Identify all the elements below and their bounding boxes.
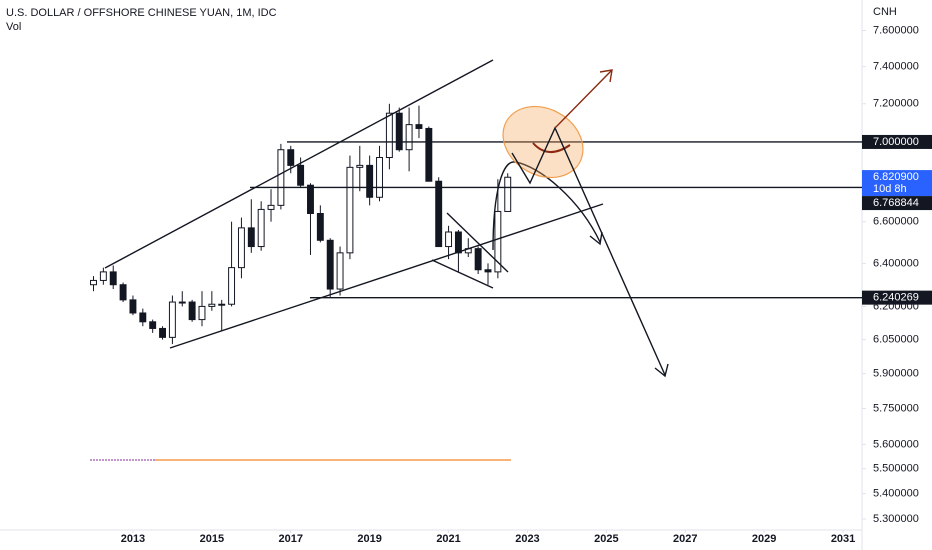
price-label: 6.820900: [873, 171, 919, 183]
x-tick-label: 2013: [121, 533, 145, 545]
y-tick-label: 5.900000: [873, 368, 919, 380]
price-label: 7.000000: [873, 136, 919, 148]
candle-body: [198, 305, 206, 321]
y-tick-label: 6.400000: [873, 257, 919, 269]
trend-line: [169, 203, 604, 349]
candle-body: [129, 299, 137, 314]
candle-body: [109, 271, 117, 286]
candle-body: [405, 124, 413, 151]
y-tick-label: 7.200000: [873, 98, 919, 110]
candle-body: [188, 301, 196, 321]
candle-body: [425, 127, 433, 182]
candle-body: [208, 303, 216, 307]
y-tick-label: 7.600000: [873, 24, 919, 36]
wedge-line: [431, 259, 494, 289]
candle-body: [237, 227, 245, 269]
candle-body: [287, 149, 295, 166]
candle-body: [90, 279, 97, 286]
candle-body: [267, 204, 275, 210]
candle-body: [494, 210, 502, 273]
candle-body: [376, 157, 383, 198]
candle-body: [435, 180, 443, 248]
candle-body: [316, 212, 324, 241]
price-label: 6.768844: [873, 197, 919, 209]
x-tick-label: 2017: [279, 533, 303, 545]
candle-body: [149, 321, 157, 329]
candle-body: [504, 176, 512, 212]
y-tick-label: 5.600000: [873, 438, 919, 450]
arrow-head: [654, 363, 669, 378]
countdown: 10d 8h: [873, 183, 907, 195]
candle-body: [297, 164, 305, 186]
arrow-head: [589, 231, 603, 246]
x-tick-label: 2021: [436, 533, 460, 545]
x-tick-label: 2029: [752, 533, 776, 545]
price-label: 6.240269: [873, 292, 919, 304]
candle-body: [385, 112, 393, 159]
candle-body: [454, 231, 462, 254]
arrow-head: [599, 69, 613, 83]
cup-arc: [532, 142, 571, 153]
candle-body: [257, 208, 265, 248]
candle-body: [307, 184, 314, 214]
candle-body: [168, 301, 176, 338]
candle-body: [336, 252, 344, 290]
y-tick-label: 6.600000: [873, 216, 919, 228]
candle-body: [484, 269, 492, 273]
y-axis-label: CNH: [873, 6, 897, 18]
candle-body: [415, 124, 423, 129]
candle-body: [139, 312, 147, 323]
chart-title: U.S. DOLLAR / OFFSHORE CHINESE YUAN, 1M,…: [6, 7, 277, 19]
candle-body: [474, 248, 482, 271]
y-tick-label: 6.050000: [873, 334, 919, 346]
candle-body: [366, 164, 374, 198]
candle-body: [356, 164, 364, 168]
price-label-box: [862, 196, 932, 211]
candle-body: [228, 267, 236, 305]
candle-body: [247, 227, 255, 248]
price-label-box: [862, 170, 932, 197]
x-tick-label: 2027: [673, 533, 697, 545]
candle-body: [346, 166, 354, 254]
price-label-box: [862, 290, 932, 305]
highlight-ellipse: [502, 105, 584, 179]
drawings: [90, 59, 669, 461]
x-tick-label: 2015: [200, 533, 224, 545]
candle-body: [119, 284, 127, 301]
price-label-box: [862, 134, 932, 149]
y-tick-label: 7.400000: [873, 61, 919, 73]
candle-body: [445, 231, 453, 248]
x-tick-label: 2025: [594, 533, 618, 545]
candle-body: [326, 239, 334, 290]
wedge-line: [446, 212, 509, 273]
x-tick-label: 2019: [357, 533, 381, 545]
plot: 2013 2015 2017 2019 2021 2023 2025 2027 2029 2031…: [90, 24, 932, 545]
candle-body: [99, 271, 107, 281]
candle-body: [395, 112, 403, 151]
candle-body: [178, 301, 186, 304]
candle-body: [218, 303, 226, 306]
y-tick-label: 5.300000: [873, 513, 919, 525]
y-tick-label: 5.750000: [873, 402, 919, 414]
x-tick-label: 2031: [831, 533, 855, 545]
trend-line: [104, 59, 494, 269]
path-arrow: [511, 126, 666, 376]
y-tick-label: 5.500000: [873, 463, 919, 475]
y-tick-label: 5.400000: [873, 488, 919, 500]
volume-label: Vol: [6, 21, 21, 33]
x-tick-label: 2023: [515, 533, 539, 545]
up-arrow: [554, 69, 613, 129]
candle-body: [159, 327, 166, 338]
candle-body: [277, 149, 285, 206]
